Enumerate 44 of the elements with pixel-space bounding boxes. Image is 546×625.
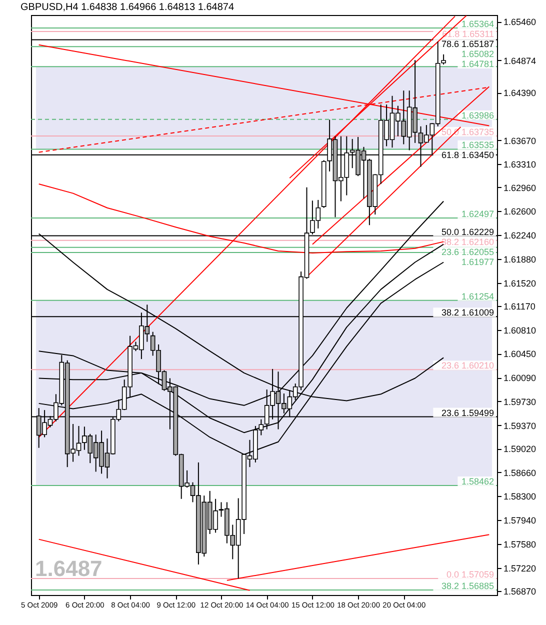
y-tick-label: 1.61880 bbox=[504, 254, 536, 264]
y-tick-label: 1.64874 bbox=[504, 56, 536, 66]
ref-line-label: 1.63535 bbox=[461, 140, 494, 150]
ref-line-label: 1.62497 bbox=[461, 209, 494, 220]
ref-line-label: 1.64781 bbox=[461, 58, 494, 69]
ref-line-label: 61.8 1.63450 bbox=[441, 150, 494, 160]
ref-line-label: 1.61254 bbox=[461, 291, 494, 302]
y-tick-label: 1.60450 bbox=[504, 349, 536, 360]
y-tick-label: 1.60810 bbox=[504, 325, 536, 336]
chart-title: GBPUSD,H4 1.64838 1.64966 1.64813 1.64874 bbox=[20, 2, 234, 13]
ref-line-label: 23.6 1.60210 bbox=[441, 360, 494, 371]
y-tick-label: 1.62600 bbox=[504, 206, 536, 217]
ref-line-label: 1.61977 bbox=[461, 256, 494, 267]
ref-line-label: 38.2 1.62160 bbox=[441, 236, 494, 247]
y-tick-label: 1.59730 bbox=[504, 396, 536, 407]
y-tick-label: 1.64390 bbox=[504, 88, 536, 98]
ref-line-label: 38.2 1.61009 bbox=[441, 308, 494, 318]
ref-line-label: 1.65082 bbox=[461, 48, 494, 59]
ref-line-label: 1.63986 bbox=[461, 110, 494, 120]
ref-line-label: 23.6 1.59499 bbox=[441, 408, 494, 418]
y-tick-label: 1.59370 bbox=[504, 420, 536, 431]
y-tick-label: 1.58660 bbox=[504, 468, 536, 478]
y-tick-label: 1.58300 bbox=[504, 492, 536, 502]
y-tick-label: 1.59020 bbox=[504, 444, 536, 454]
ref-line-label: 50.0 1.62229 bbox=[441, 226, 494, 237]
ref-line-label: 0.0 1.57059 bbox=[446, 569, 494, 580]
y-tick-label: 1.63670 bbox=[504, 136, 536, 146]
y-tick-label: 1.61520 bbox=[504, 278, 536, 288]
ref-line-label: 1.58462 bbox=[461, 476, 494, 486]
y-tick-label: 1.56870 bbox=[504, 586, 536, 597]
y-tick-label: 1.62960 bbox=[504, 182, 536, 193]
y-tick-label: 1.63310 bbox=[504, 160, 536, 170]
annotation: 1.6487 bbox=[35, 556, 102, 581]
y-tick-label: 1.57220 bbox=[504, 563, 536, 574]
ref-line-label: 23.6 1.62055 bbox=[441, 246, 494, 257]
ref-line-label: 78.6 1.65187 bbox=[441, 38, 494, 49]
y-tick-label: 1.57940 bbox=[504, 516, 536, 526]
y-tick-label: 1.65460 bbox=[504, 17, 536, 28]
y-tick-label: 1.60090 bbox=[504, 373, 536, 384]
y-tick-label: 1.61170 bbox=[504, 301, 536, 312]
y-tick-label: 1.57580 bbox=[504, 539, 536, 550]
ref-line-label: 38.2 1.56885 bbox=[441, 581, 494, 592]
y-tick-label: 1.62240 bbox=[504, 230, 536, 241]
ref-line-label: 1.65364 bbox=[461, 18, 494, 29]
